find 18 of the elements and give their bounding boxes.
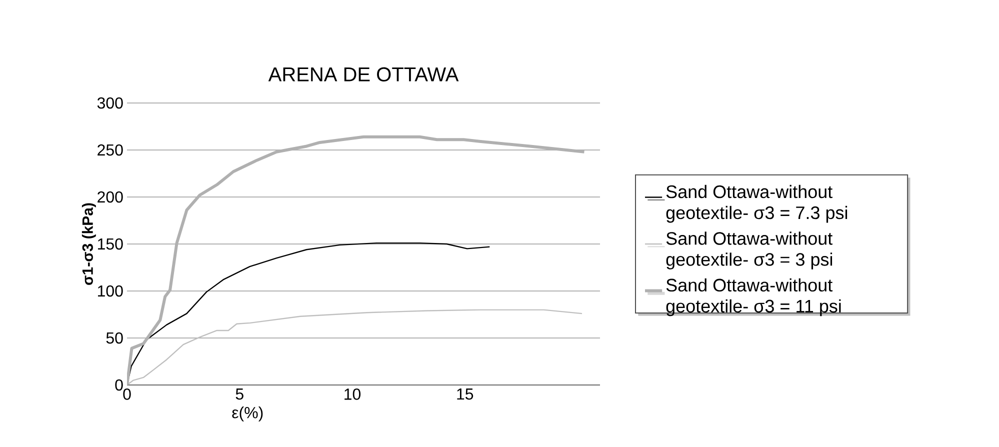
line-series xyxy=(127,309,583,385)
y-tick-label: 0 xyxy=(115,379,123,391)
y-tick-label: 200 xyxy=(98,191,123,203)
y-tick-label: 50 xyxy=(106,332,123,344)
x-tick-label: 10 xyxy=(344,388,361,400)
legend-label: Sand Ottawa-without geotextile- σ3 = 7.3 psi xyxy=(666,184,848,223)
y-tick-label: 150 xyxy=(98,238,123,250)
y-tick-label: 250 xyxy=(98,144,123,156)
x-tick-label: 15 xyxy=(457,388,474,400)
x-axis-title: ε(%) xyxy=(232,406,263,422)
x-tick-label: 5 xyxy=(236,388,244,400)
legend-label: Sand Ottawa-without geotextile- σ3 = 11 psi xyxy=(666,278,841,316)
y-tick-label: 300 xyxy=(97,97,123,109)
y-tick-label: 100 xyxy=(98,285,123,297)
chart-title: ARENA DE OTTAWA xyxy=(268,67,459,82)
x-tick-label: 0 xyxy=(123,388,131,400)
legend-label: Sand Ottawa-without geotextile- σ3 = 3 psi xyxy=(666,232,832,270)
y-axis-title: σ1-σ3 (kPa) xyxy=(82,203,96,285)
